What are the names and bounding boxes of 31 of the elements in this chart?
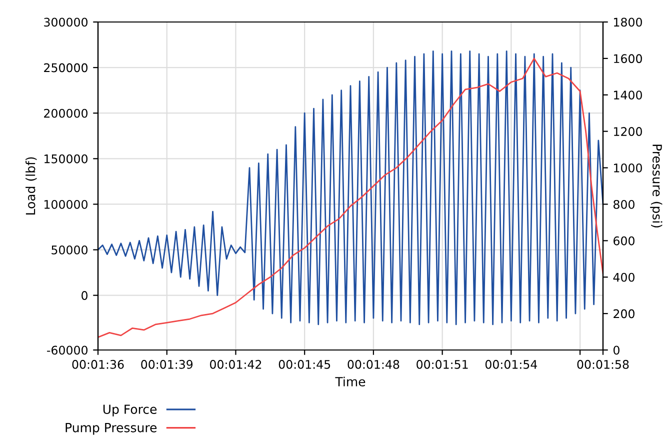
y2-tick-label: 1200 (614, 127, 642, 136)
y-tick-label: 200000 (44, 108, 88, 118)
y2-tick-label: 1400 (614, 90, 642, 100)
y-tick-label: 0 (82, 291, 88, 300)
legend-label: Pump Pressure (66, 423, 157, 435)
y-axis-title: Load (lbf) (26, 157, 37, 215)
legend-label: Up Force (103, 404, 157, 416)
x-tick-label: 00:01:54 (485, 360, 538, 369)
x-tick-label: 00:01:48 (348, 360, 400, 369)
y2-tick-label: 600 (614, 236, 634, 246)
y-tick-label: 300000 (44, 18, 88, 27)
y-tick-label: 150000 (44, 154, 88, 164)
y-tick-label: 50000 (52, 246, 88, 254)
y2-tick-label: 0 (614, 346, 620, 355)
y2-axis-title: Pressure (psi) (650, 144, 662, 228)
y-tick-label: -60000 (47, 346, 88, 355)
x-tick-label: 00:01:45 (278, 360, 330, 369)
x-tick-label: 00:01:39 (141, 360, 193, 369)
x-tick-label: 00:01:51 (416, 360, 468, 369)
y2-tick-label: 1000 (614, 164, 642, 172)
y-tick-label: 250000 (44, 63, 88, 72)
y2-tick-label: 1800 (614, 18, 642, 27)
y2-tick-label: 200 (614, 309, 634, 318)
x-tick-label: 00:01:42 (210, 360, 262, 369)
x-tick-label: 00:01:58 (577, 360, 629, 369)
y2-tick-label: 1600 (614, 54, 642, 64)
y2-tick-label: 400 (613, 272, 634, 282)
y2-tick-label: 800 (614, 200, 634, 209)
y-tick-label: 100000 (44, 200, 88, 209)
x-axis-title: Time (335, 376, 366, 386)
x-tick-label: 00:01:36 (72, 360, 124, 369)
